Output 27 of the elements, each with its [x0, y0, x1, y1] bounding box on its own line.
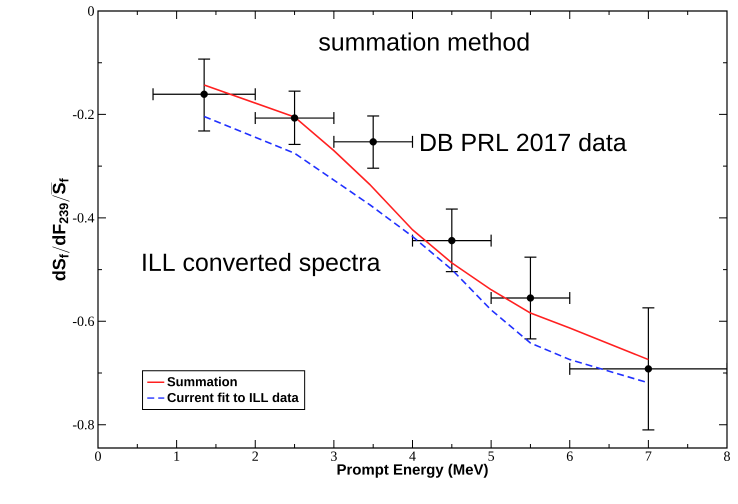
x-tick-label: 2	[252, 452, 258, 461]
point	[370, 138, 377, 146]
annotation: ILL converted spectra	[143, 252, 380, 276]
x-tick-label: 8	[724, 452, 730, 461]
y-tick-label: -0.4	[72, 213, 94, 223]
annotation: summation method	[319, 32, 529, 51]
y-axis-title: $\mathbf{dS_f/dF_{239}/\overline{S}_f}$	[51, 178, 70, 280]
x-tick-label: 0	[95, 452, 101, 461]
annotation: DB PRL 2017 data	[421, 132, 627, 152]
point	[200, 90, 208, 98]
x-axis-title: Prompt Energy (MeV)	[338, 464, 488, 478]
x-tick-label: 3	[331, 452, 337, 461]
point	[448, 236, 456, 244]
y-tick-label: -0.8	[72, 420, 94, 430]
legend-label: Current fit to ILL data	[168, 392, 299, 402]
x-tick-label: 6	[566, 452, 573, 461]
y-tick-label: -0.2	[72, 110, 94, 120]
point	[526, 294, 534, 302]
legend-label: Summation	[167, 376, 237, 386]
x-tick-label: 4	[409, 452, 416, 461]
x-tick-label: 7	[646, 452, 652, 461]
x-tick-label: 5	[488, 452, 494, 461]
y-tick-label: -0.6	[72, 316, 94, 326]
y-tick-label: 0	[88, 6, 94, 16]
point	[290, 114, 298, 122]
point	[644, 365, 652, 373]
x-tick-label: 1	[174, 452, 180, 461]
